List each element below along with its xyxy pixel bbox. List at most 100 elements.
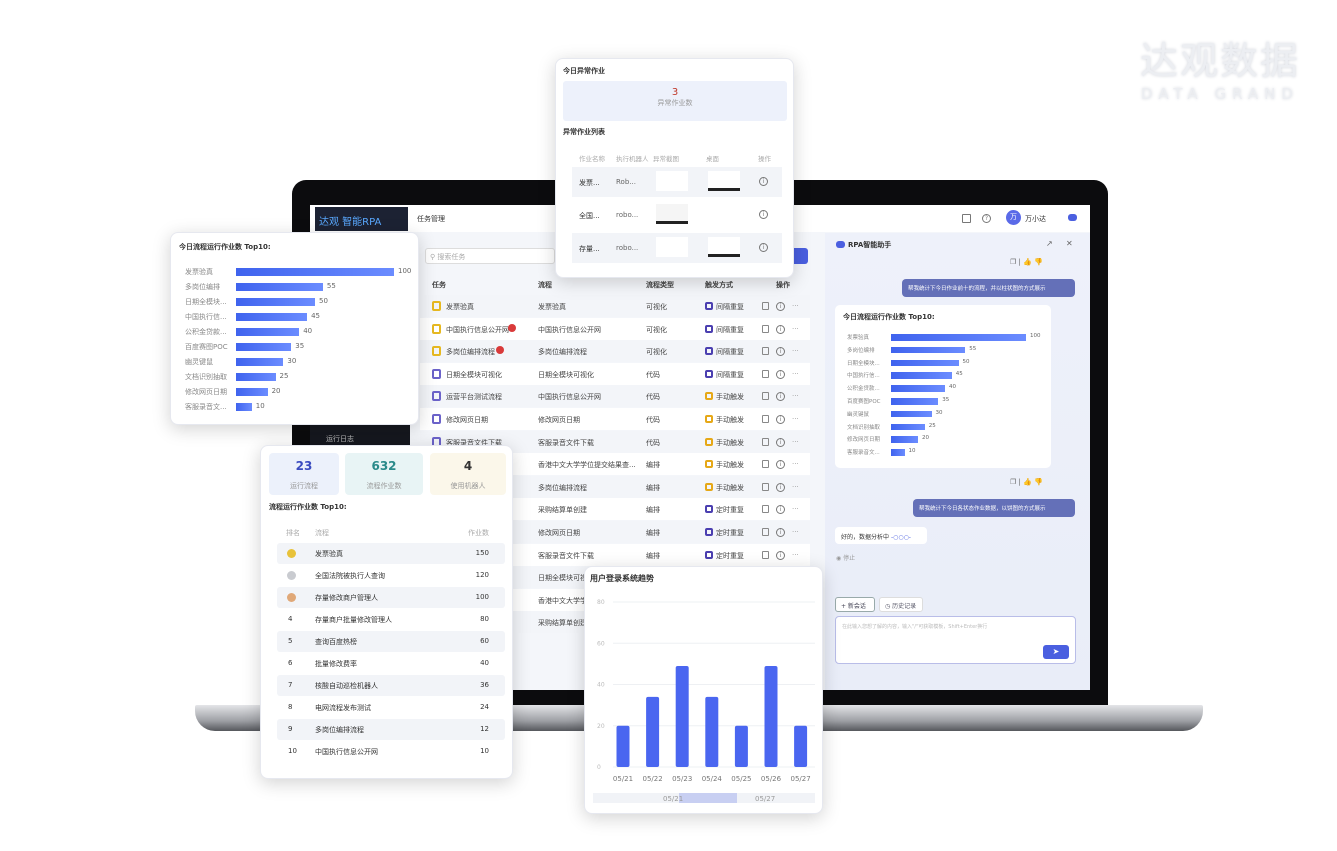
log-icon[interactable] <box>762 302 769 310</box>
table-row[interactable]: 发票验真 发票验真 可视化 间隔重复 i ··· <box>420 295 810 317</box>
info-icon[interactable]: i <box>759 177 768 186</box>
rank-row[interactable]: 全国法院被执行人查询 120 <box>277 565 505 586</box>
bar-value: 30 <box>935 409 943 416</box>
bar[interactable] <box>794 725 808 767</box>
info-icon[interactable]: i <box>776 347 785 357</box>
log-icon[interactable] <box>762 460 769 469</box>
rank-row[interactable]: 6 批量修改费率 40 <box>277 653 505 674</box>
rank-row[interactable]: 9 多岗位编排流程 12 <box>277 719 505 740</box>
chart-title: 用户登录系统趋势 <box>590 574 654 583</box>
info-icon[interactable]: i <box>776 369 785 379</box>
table-row[interactable]: 日期全模块可视化 日期全模块可视化 代码 间隔重复 i ··· <box>420 362 810 385</box>
log-icon[interactable] <box>762 482 769 491</box>
log-icon[interactable] <box>762 550 769 559</box>
desktop-thumb[interactable] <box>708 204 740 224</box>
log-icon[interactable] <box>762 369 769 378</box>
stat-value: 23 <box>295 459 313 473</box>
info-icon[interactable]: i <box>776 415 785 424</box>
popout-icon[interactable]: ↗ <box>1046 239 1053 248</box>
more-icon[interactable]: ··· <box>792 302 799 310</box>
table-row[interactable]: 中国执行信息公开网 中国执行信息公开网 可视化 间隔重复 i ··· <box>420 317 810 340</box>
more-icon[interactable]: ··· <box>792 460 799 469</box>
rank-row[interactable]: 4 存量商户批量修改管理人 80 <box>277 609 505 630</box>
exception-row[interactable]: 全国... robo... i <box>572 200 782 230</box>
chat-input[interactable]: 在此输入您想了解的内容，输入"/"可获取模板，Shift+Enter换行 <box>835 616 1076 664</box>
table-row[interactable]: 多岗位编排流程 编排 手动触发 i ··· <box>420 475 810 498</box>
more-icon[interactable]: ··· <box>792 392 799 401</box>
log-icon[interactable] <box>762 415 769 423</box>
zoom-slider-handle[interactable] <box>679 793 737 803</box>
avatar[interactable]: 万 <box>1006 210 1021 225</box>
info-icon[interactable]: i <box>759 243 768 252</box>
info-icon[interactable]: i <box>776 392 785 402</box>
rank-row[interactable]: 7 核酸自动巡检机器人 36 <box>277 675 505 696</box>
log-icon[interactable] <box>762 324 769 333</box>
rank-row[interactable]: 10 中国执行信息公开网 10 <box>277 741 505 762</box>
more-icon[interactable]: ··· <box>792 415 799 423</box>
table-row[interactable]: 采购结算单创建 编排 定时重复 i ··· <box>420 498 810 521</box>
bar-label: 客服录音文... <box>847 450 880 457</box>
info-icon[interactable]: i <box>776 460 785 470</box>
rank-row[interactable]: 存量修改商户管理人 100 <box>277 587 505 608</box>
info-icon[interactable]: i <box>776 528 785 537</box>
log-icon[interactable] <box>762 392 769 401</box>
table-row[interactable]: 客服录音文件下载 编排 定时重复 i ··· <box>420 543 810 566</box>
table-row[interactable]: 多岗位编排流程 多岗位编排流程 可视化 间隔重复 i ··· <box>420 340 810 363</box>
sidebar-item-run-log[interactable]: 运行日志 <box>318 431 406 445</box>
info-icon[interactable]: i <box>776 550 785 560</box>
table-row[interactable]: 运营平台测试流程 中国执行信息公开网 代码 手动触发 i ··· <box>420 385 810 408</box>
send-button[interactable]: ➤ <box>1043 645 1069 659</box>
doc-icon[interactable] <box>962 214 971 223</box>
search-input[interactable]: ⚲ 搜索任务 <box>425 248 555 264</box>
table-row[interactable]: 修改网页日期 修改网页日期 代码 手动触发 i ··· <box>420 408 810 430</box>
exception-row[interactable]: 发票... Rob... i <box>572 167 782 197</box>
info-icon[interactable]: i <box>776 302 785 311</box>
more-icon[interactable]: ··· <box>792 505 799 514</box>
exception-row[interactable]: 存量... robo... i <box>572 233 782 263</box>
info-icon[interactable]: i <box>776 482 785 492</box>
rank-row[interactable]: 5 查询百度热榜 60 <box>277 631 505 652</box>
history-button[interactable]: ◷ 历史记录 <box>879 597 923 612</box>
robot-icon[interactable] <box>1068 214 1077 221</box>
more-icon[interactable]: ··· <box>792 528 799 536</box>
new-chat-button[interactable]: + 新会话 <box>835 597 875 612</box>
log-icon[interactable] <box>762 528 769 536</box>
close-icon[interactable]: ✕ <box>1066 239 1073 248</box>
bar[interactable] <box>705 696 719 767</box>
table-row[interactable]: 修改网页日期 编排 定时重复 i ··· <box>420 521 810 543</box>
bar[interactable] <box>734 725 748 767</box>
info-icon[interactable]: i <box>776 437 785 447</box>
stop-button[interactable]: ◉ 停止 <box>836 555 856 562</box>
y-tick-label: 60 <box>597 640 605 647</box>
info-icon[interactable]: i <box>776 505 785 515</box>
screenshot-thumb[interactable] <box>656 237 688 257</box>
more-icon[interactable]: ··· <box>792 369 799 378</box>
screenshot-thumb[interactable] <box>656 171 688 191</box>
info-icon[interactable]: i <box>776 324 785 334</box>
more-icon[interactable]: ··· <box>792 482 799 491</box>
info-icon[interactable]: i <box>759 210 768 219</box>
feedback-icons[interactable]: ❐ | 👍 👎 <box>1010 258 1043 266</box>
table-row[interactable]: 香港中文大学学位提交结果查... 编排 手动触发 i ··· <box>420 453 810 476</box>
help-icon[interactable]: ? <box>982 214 991 223</box>
more-icon[interactable]: ··· <box>792 324 799 333</box>
bar[interactable] <box>646 696 660 767</box>
more-icon[interactable]: ··· <box>792 437 799 446</box>
bar <box>236 373 276 381</box>
trigger-method: 间隔重复 <box>705 302 744 312</box>
user-name[interactable]: 万小达 <box>1025 215 1046 223</box>
bar[interactable] <box>616 725 630 767</box>
log-icon[interactable] <box>762 347 769 356</box>
screenshot-thumb[interactable] <box>656 204 688 224</box>
rank-row[interactable]: 8 电网流程发布测试 24 <box>277 697 505 718</box>
log-icon[interactable] <box>762 437 769 446</box>
rank-row[interactable]: 发票验真 150 <box>277 543 505 564</box>
desktop-thumb[interactable] <box>708 237 740 257</box>
more-icon[interactable]: ··· <box>792 347 799 356</box>
log-icon[interactable] <box>762 505 769 514</box>
feedback-icons-2[interactable]: ❐ | 👍 👎 <box>1010 478 1043 486</box>
bar[interactable] <box>675 665 689 767</box>
desktop-thumb[interactable] <box>708 171 740 191</box>
bar[interactable] <box>764 665 778 767</box>
more-icon[interactable]: ··· <box>792 550 799 559</box>
